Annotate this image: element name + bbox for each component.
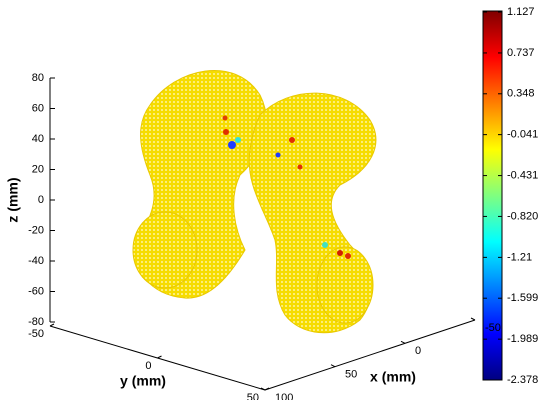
x-tick — [331, 365, 335, 367]
x-tick-label: -50 — [485, 322, 501, 334]
z-tick-label: 0 — [38, 194, 44, 206]
colorbar-tick-label: 0.348 — [507, 88, 535, 100]
z-tick-label: 20 — [32, 163, 44, 175]
z-tick-label: -20 — [28, 224, 44, 236]
y-tick-label: 50 — [247, 392, 259, 400]
colorbar-tick-label: 0.737 — [507, 47, 535, 59]
colorbar-tick-label: -1.599 — [507, 292, 538, 304]
x-tick-label: 100 — [275, 392, 293, 400]
z-tick-label: 80 — [32, 72, 44, 84]
z-tick-label: 40 — [32, 133, 44, 145]
z-tick-label: 60 — [32, 102, 44, 114]
z-axis-label: z (mm) — [5, 177, 21, 222]
colorbar-tick-label: 1.127 — [507, 6, 535, 18]
x-tick-label: 0 — [415, 345, 421, 357]
x-tick — [401, 341, 405, 343]
z-tick-label: -80 — [28, 316, 44, 328]
colorbar-tick-label: -1.21 — [507, 251, 532, 263]
colorbar-tick-label: -0.041 — [507, 129, 538, 141]
colorbar-tick-label: -0.820 — [507, 210, 538, 222]
z-tick-label: -60 — [28, 285, 44, 297]
y-tick-label: 0 — [145, 360, 151, 372]
z-tick-label: -40 — [28, 255, 44, 267]
colorbar-tick-label: -1.989 — [507, 333, 538, 345]
y-axis-label: y (mm) — [120, 373, 166, 389]
x-axis-label: x (mm) — [370, 369, 416, 385]
point-cloud — [133, 70, 376, 332]
x-tick — [471, 318, 475, 320]
x-tick-label: 50 — [345, 369, 357, 381]
colorbar-tick-label: -0.431 — [507, 169, 538, 181]
y-tick — [50, 324, 54, 326]
chart: z (mm) y (mm) x (mm) -80 -60 -40 -20 0 20 40 60… — [0, 0, 539, 400]
y-tick-label: -50 — [28, 328, 44, 340]
y-tick — [158, 356, 162, 358]
colorbar-tick-label: -2.378 — [507, 374, 538, 386]
